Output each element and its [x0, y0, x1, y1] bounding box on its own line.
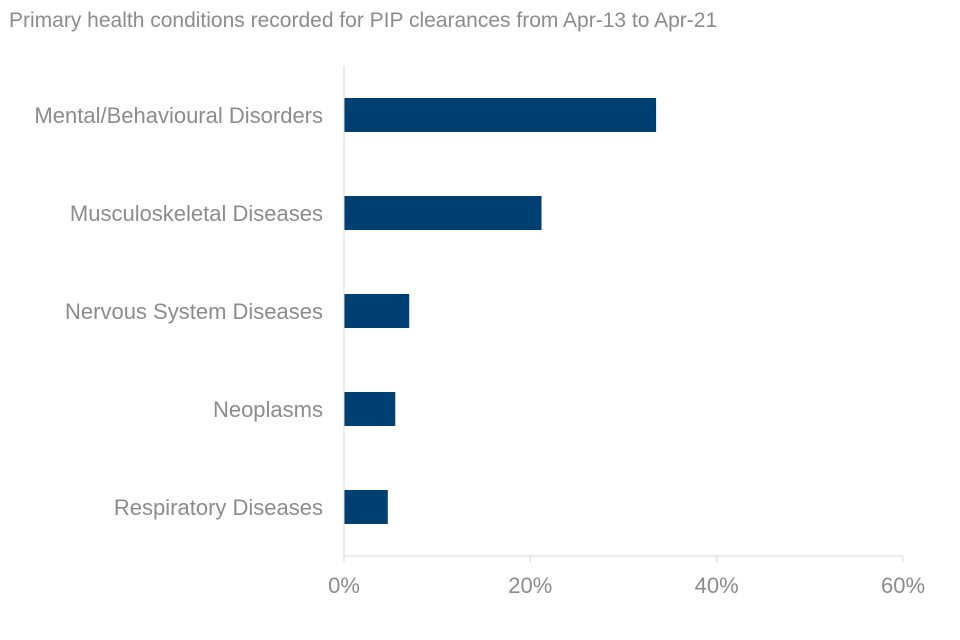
x-tick-label: 40% [695, 573, 739, 598]
category-label-nervous-system-diseases: Nervous System Diseases [65, 299, 323, 324]
axes-layer [343, 66, 904, 562]
bar-mental-behavioural-disorders [344, 98, 657, 132]
labels-layer: 0% 20% 40% 60% Mental/Behavioural Disorders M… [34, 103, 925, 598]
bars-layer [344, 98, 657, 524]
category-label-respiratory-diseases: Respiratory Diseases [114, 495, 323, 520]
x-tick-label: 60% [881, 573, 925, 598]
category-label-neoplasms: Neoplasms [213, 397, 323, 422]
bar-neoplasms [344, 392, 396, 426]
bar-nervous-system-diseases [344, 294, 410, 328]
bar-respiratory-diseases [344, 490, 388, 524]
category-label-musculoskeletal-diseases: Musculoskeletal Diseases [70, 201, 323, 226]
x-tick-label: 20% [508, 573, 552, 598]
bar-musculoskeletal-diseases [344, 196, 542, 230]
chart-title: Primary health conditions recorded for P… [9, 9, 718, 32]
category-label-mental-behavioural-disorders: Mental/Behavioural Disorders [34, 103, 323, 128]
x-tick-label: 0% [328, 573, 360, 598]
